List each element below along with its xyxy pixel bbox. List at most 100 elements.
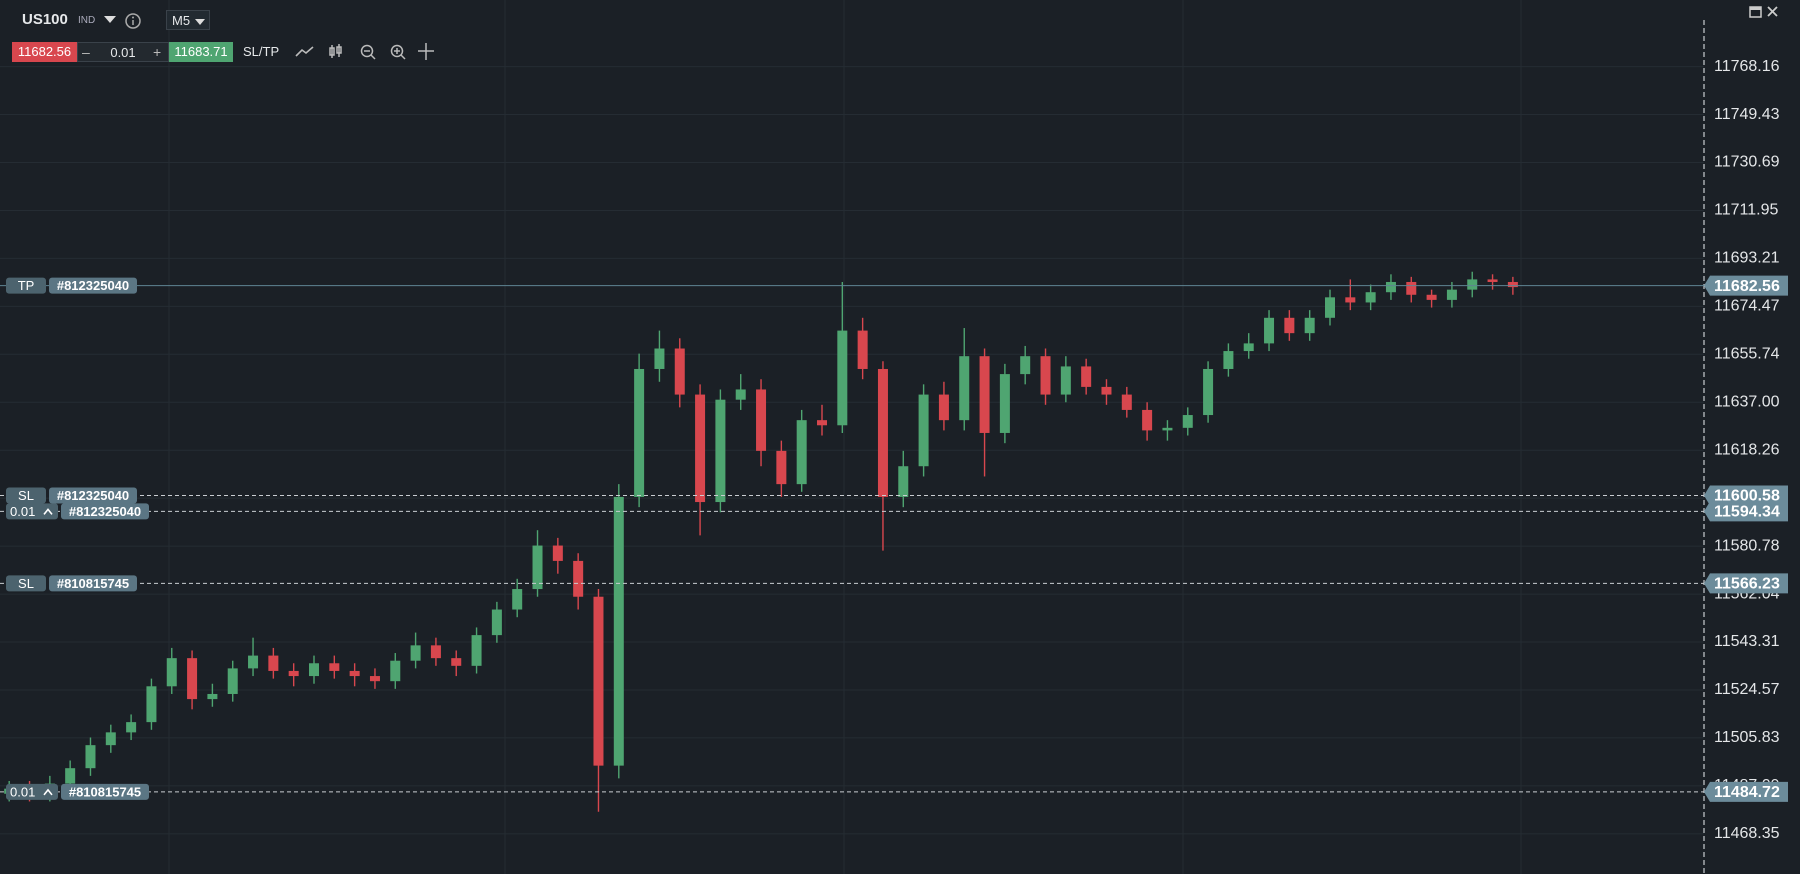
symbol[interactable]: US100 <box>22 11 68 28</box>
candle-body <box>430 645 441 659</box>
candle-body <box>1081 366 1092 387</box>
order-id-badge <box>61 783 149 800</box>
candle-body <box>1101 386 1112 395</box>
candle-body <box>573 560 584 597</box>
market: IND <box>78 15 96 26</box>
sell-button[interactable]: 11682.56 <box>12 42 77 62</box>
buy-button[interactable]: 11683.71 <box>169 42 233 62</box>
sell-price: 11682.56 <box>17 44 72 59</box>
order-id-badge <box>49 277 137 294</box>
candle-body <box>1182 415 1193 428</box>
order-id-badge <box>61 503 149 520</box>
increase-button[interactable]: + <box>153 44 162 60</box>
price-badge <box>1704 485 1788 506</box>
candle-body <box>756 389 767 451</box>
candle-body <box>288 670 299 677</box>
candle-body <box>1304 317 1315 334</box>
candle-body <box>634 368 645 497</box>
candle-body <box>268 655 279 671</box>
candle-body <box>959 356 970 421</box>
candle-body <box>593 596 604 766</box>
order-type-badge <box>6 503 58 520</box>
y-tick-label: 11749.43 <box>1714 106 1780 123</box>
candle-body <box>248 655 259 669</box>
candle-body <box>1020 356 1031 375</box>
y-tick-label: 11505.83 <box>1714 729 1780 746</box>
price-badge <box>1704 573 1788 594</box>
price-badge <box>1704 501 1788 522</box>
candle-body <box>85 745 96 769</box>
order-type: TP <box>18 278 35 293</box>
y-tick-label: 11730.69 <box>1714 154 1780 171</box>
quantity: 0.01 <box>110 45 136 60</box>
price-badge <box>1704 275 1788 296</box>
candle-body <box>695 394 706 503</box>
quantity-input[interactable]: 0.01 <box>77 42 169 62</box>
order-id-badge <box>49 575 137 592</box>
candle-body <box>105 732 116 746</box>
info-icon[interactable] <box>124 12 142 30</box>
order-type: SL <box>18 576 34 591</box>
price-badge-label: 11600.58 <box>1714 488 1780 505</box>
candle-body <box>674 348 685 395</box>
candle-body <box>309 663 319 677</box>
candle-body <box>187 658 198 700</box>
candle-body <box>1487 279 1498 282</box>
y-tick-label: 11468.35 <box>1714 825 1780 842</box>
candle-body <box>1243 343 1254 352</box>
price-badge-label: 11484.72 <box>1714 784 1780 801</box>
price-badge-label: 11566.23 <box>1714 576 1780 593</box>
candle-body <box>877 368 888 497</box>
toolbar-icons <box>295 43 434 60</box>
zoom-out-icon[interactable] <box>360 44 376 60</box>
order-type-badge <box>6 575 46 592</box>
decrease-button[interactable]: – <box>82 44 90 60</box>
candle-body <box>735 389 746 400</box>
order-type-badge <box>6 783 58 800</box>
candle-body <box>654 348 665 369</box>
y-tick-label: 11637.00 <box>1714 393 1780 410</box>
price-badge-label: 11594.34 <box>1714 504 1780 521</box>
candle-body <box>65 768 76 784</box>
sltp-button[interactable]: SL/TP <box>243 44 280 59</box>
order-id: #810815745 <box>69 784 141 799</box>
timeframe-caret <box>195 19 205 25</box>
candle-body <box>1365 292 1376 303</box>
candle-body <box>1507 281 1518 288</box>
candle-body <box>491 609 502 636</box>
candle-body <box>837 330 848 426</box>
candle-body <box>1325 297 1335 318</box>
candle-body <box>410 645 421 661</box>
order-id: #812325040 <box>69 504 141 519</box>
candle-body <box>776 450 787 485</box>
close-icon[interactable] <box>1767 6 1778 17</box>
candle-icon[interactable] <box>329 44 342 58</box>
candle-body <box>1467 279 1478 290</box>
move-icon[interactable] <box>418 43 434 60</box>
y-tick-label: 11674.47 <box>1714 298 1780 315</box>
order-id-badge <box>49 487 137 504</box>
candle-body <box>552 545 563 561</box>
y-tick-label: 11655.74 <box>1714 346 1780 363</box>
candle-body <box>390 660 401 682</box>
order-id: #812325040 <box>57 278 129 293</box>
candle-body <box>918 394 929 467</box>
candle-body <box>1121 394 1132 410</box>
candle-body <box>979 356 990 433</box>
candle-body <box>817 420 827 426</box>
candle-body <box>1345 297 1356 303</box>
candle-body <box>207 693 218 700</box>
timeframe[interactable]: M5 <box>166 10 210 30</box>
candle-body <box>227 668 238 694</box>
candle-body <box>349 670 360 677</box>
candle-body <box>532 545 543 590</box>
window-icons <box>1749 6 1778 18</box>
zoom-in-icon[interactable] <box>390 44 406 60</box>
candle-body <box>146 686 157 723</box>
price-badge <box>1704 781 1788 802</box>
candle-body <box>1203 368 1214 416</box>
order-type: SL <box>18 488 34 503</box>
dropdown-icon[interactable] <box>103 15 117 25</box>
line-chart-icon[interactable] <box>295 46 314 57</box>
